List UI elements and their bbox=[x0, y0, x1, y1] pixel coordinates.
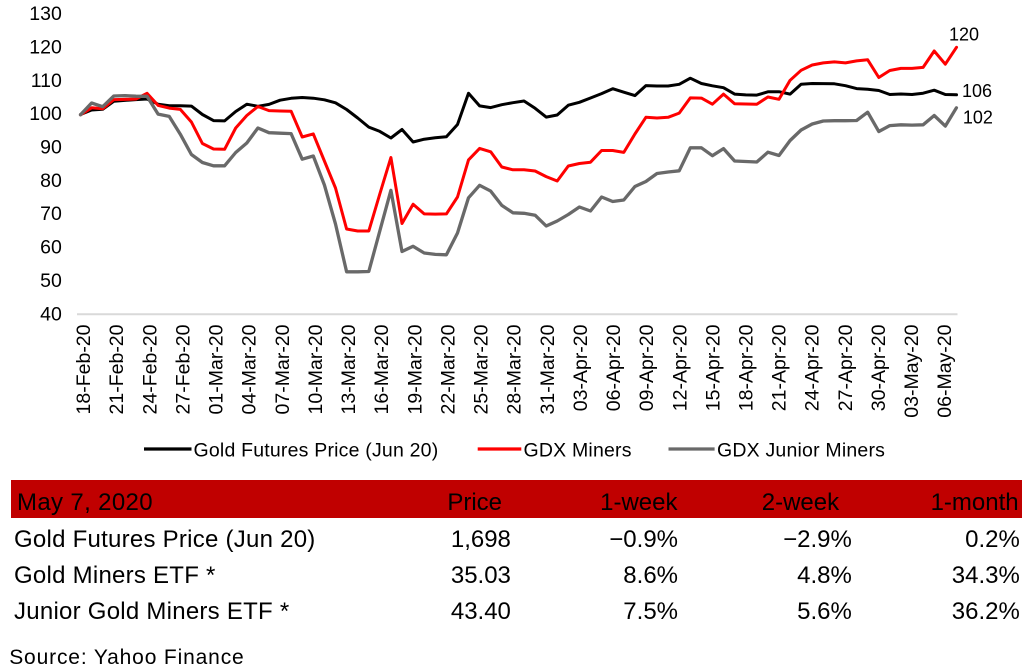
svg-text:24-Apr-20: 24-Apr-20 bbox=[802, 324, 824, 411]
svg-text:18-Apr-20: 18-Apr-20 bbox=[736, 324, 758, 411]
svg-text:06-Apr-20: 06-Apr-20 bbox=[603, 324, 625, 411]
svg-text:19-Mar-20: 19-Mar-20 bbox=[404, 324, 426, 414]
svg-text:130: 130 bbox=[29, 3, 62, 25]
svg-text:04-Mar-20: 04-Mar-20 bbox=[239, 324, 261, 414]
svg-text:70: 70 bbox=[40, 203, 62, 225]
svg-text:31-Mar-20: 31-Mar-20 bbox=[537, 324, 559, 414]
svg-text:27-Apr-20: 27-Apr-20 bbox=[835, 324, 857, 411]
svg-text:01-Mar-20: 01-Mar-20 bbox=[206, 324, 228, 414]
svg-text:28-Mar-20: 28-Mar-20 bbox=[504, 324, 526, 414]
svg-text:27-Feb-20: 27-Feb-20 bbox=[173, 324, 195, 414]
svg-text:10-Mar-20: 10-Mar-20 bbox=[305, 324, 327, 414]
svg-text:30-Apr-20: 30-Apr-20 bbox=[868, 324, 890, 411]
svg-text:16-Mar-20: 16-Mar-20 bbox=[371, 324, 393, 414]
svg-text:Gold Futures Price (Jun 20): Gold Futures Price (Jun 20) bbox=[194, 440, 439, 462]
svg-text:120: 120 bbox=[949, 25, 979, 45]
svg-text:106: 106 bbox=[962, 81, 992, 101]
svg-text:80: 80 bbox=[40, 170, 62, 192]
svg-text:24-Feb-20: 24-Feb-20 bbox=[139, 324, 161, 414]
svg-text:22-Mar-20: 22-Mar-20 bbox=[437, 324, 459, 414]
svg-text:18-Feb-20: 18-Feb-20 bbox=[73, 324, 95, 414]
svg-text:GDX Junior Miners: GDX Junior Miners bbox=[717, 440, 885, 462]
svg-text:110: 110 bbox=[31, 70, 62, 92]
svg-text:03-May-20: 03-May-20 bbox=[901, 324, 923, 417]
svg-text:12-Apr-20: 12-Apr-20 bbox=[669, 324, 691, 411]
svg-text:120: 120 bbox=[29, 37, 62, 59]
svg-text:13-Mar-20: 13-Mar-20 bbox=[338, 324, 360, 414]
svg-text:90: 90 bbox=[40, 137, 62, 159]
svg-text:07-Mar-20: 07-Mar-20 bbox=[272, 324, 294, 414]
svg-text:15-Apr-20: 15-Apr-20 bbox=[702, 324, 724, 411]
svg-text:50: 50 bbox=[40, 270, 62, 292]
svg-text:25-Mar-20: 25-Mar-20 bbox=[471, 324, 493, 414]
svg-text:100: 100 bbox=[29, 103, 62, 125]
svg-text:21-Feb-20: 21-Feb-20 bbox=[106, 324, 128, 414]
svg-text:40: 40 bbox=[40, 303, 62, 325]
svg-text:21-Apr-20: 21-Apr-20 bbox=[769, 324, 791, 411]
svg-text:03-Apr-20: 03-Apr-20 bbox=[570, 324, 592, 411]
svg-text:09-Apr-20: 09-Apr-20 bbox=[636, 324, 658, 411]
svg-text:60: 60 bbox=[40, 237, 62, 259]
svg-text:GDX Miners: GDX Miners bbox=[524, 440, 632, 462]
svg-text:102: 102 bbox=[963, 108, 993, 128]
svg-text:06-May-20: 06-May-20 bbox=[934, 324, 956, 417]
